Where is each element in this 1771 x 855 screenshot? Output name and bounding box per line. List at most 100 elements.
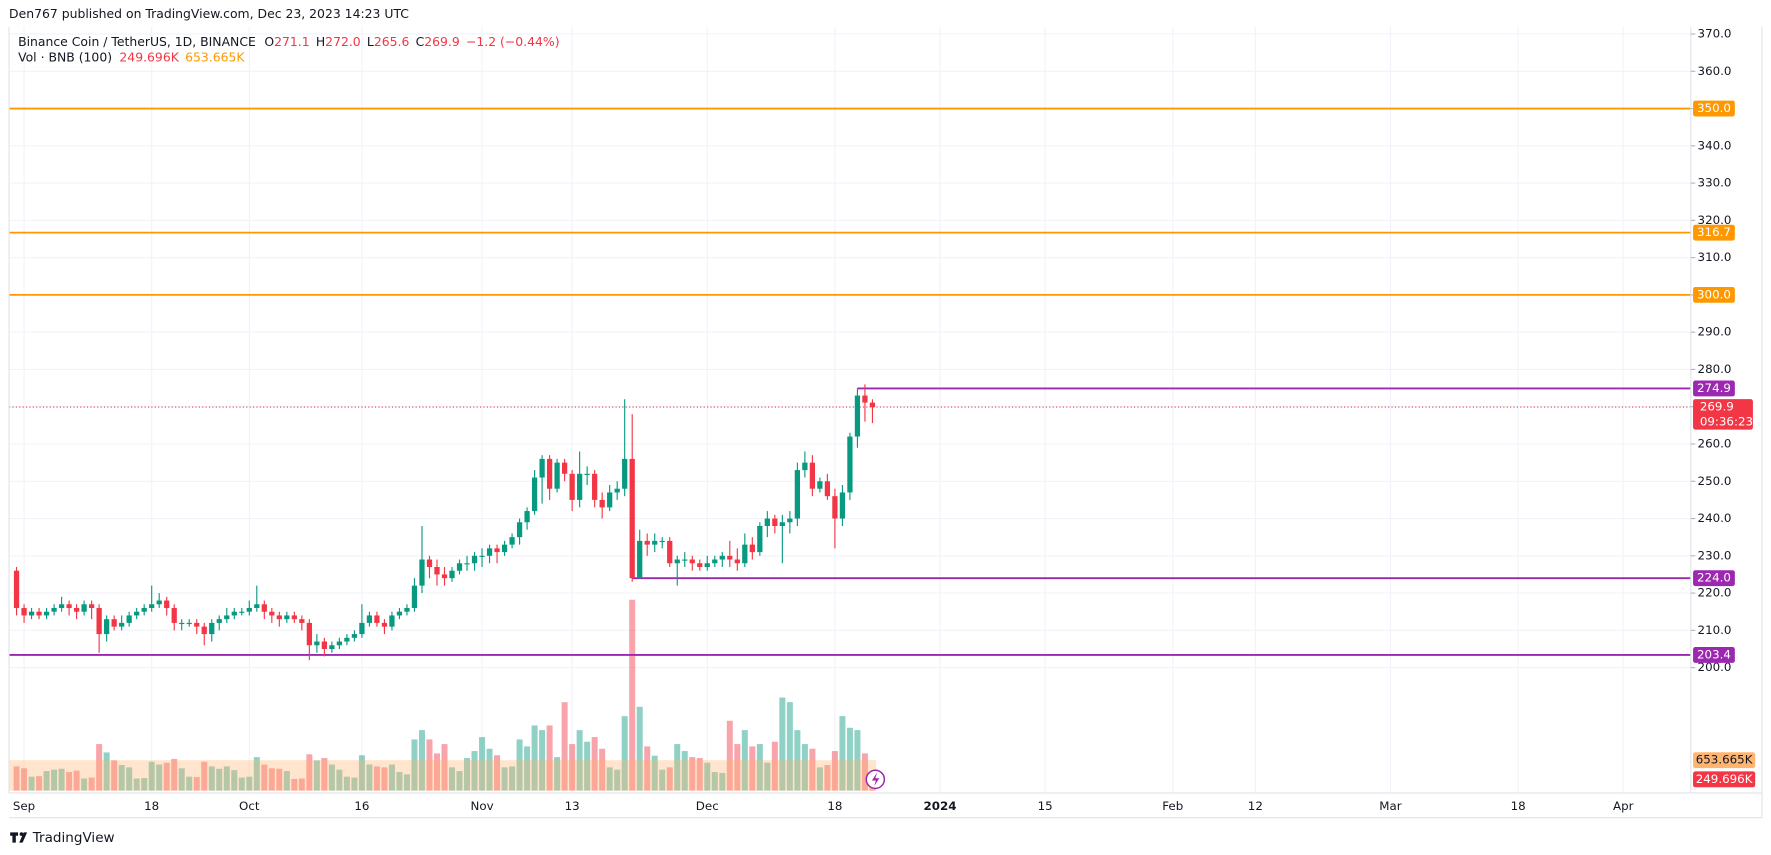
volume-bar [81,778,88,791]
volume-bar [163,762,170,791]
lightning-icon[interactable] [865,769,886,790]
x-tick-label: 12 [1248,799,1263,813]
volume-bar [764,762,771,791]
volume-bar [801,744,808,791]
volume-bar [861,753,868,791]
volume-bar [358,755,365,791]
candle-body [764,518,770,526]
volume-bar [441,744,448,791]
candle-body [817,481,823,489]
volume-bar [486,748,493,791]
candle-body [239,611,245,613]
candle-body [36,611,42,616]
volume-bar [726,720,733,791]
volume-bar [103,752,110,791]
volume-bar [666,767,673,791]
level-badge [1693,647,1735,663]
candle-body [156,600,162,605]
candle-body [396,611,403,616]
candle-body [336,641,343,646]
candle-body [742,544,748,564]
candle-body [88,604,95,608]
candle-body [329,645,335,649]
volume-bar [839,716,846,791]
candle-body [284,615,290,620]
y-tick-label: 230.0 [1698,548,1732,562]
volume-bar [449,767,456,791]
levels [9,107,1691,656]
volume-ma-badge [1693,752,1756,769]
volume-bar [418,730,425,791]
volume-bar [644,746,651,791]
candle-body [164,600,170,608]
volume-bar [621,716,628,791]
x-tick-label: 18 [827,799,842,813]
volume-bar [846,727,853,791]
candles [13,384,876,661]
candle-body [441,574,448,579]
volume-bar [696,758,703,791]
candle-body [464,563,470,565]
candle-body [546,458,553,489]
candle-body [141,607,147,612]
candle-body [607,492,613,508]
volume-bar [501,767,508,791]
candle-body [689,559,695,564]
volume-bar [261,764,268,791]
candle-body [667,540,673,564]
volume-bar [253,757,260,791]
volume-bar [479,737,486,791]
volume-bar [43,771,50,791]
candle-body [712,559,718,564]
volume-bar [231,770,238,791]
volume-bar [133,778,140,791]
volume-bar [681,751,688,791]
volume-bar [216,768,223,791]
candle-body [246,607,252,612]
volume-bar [306,754,313,791]
candle-body [216,619,222,623]
volume-bar [186,776,193,791]
volume-bar [494,755,501,791]
y-tick-label: 360.0 [1698,64,1732,78]
candle-body [419,559,425,586]
candle-body [622,458,628,489]
candle-body [509,537,515,545]
volume-bar [524,746,531,791]
candle-body [134,611,140,616]
volume-bar [381,767,388,791]
candle-body [13,570,20,608]
candle-body [186,622,192,625]
volume-bar [321,758,328,791]
candle-body [381,622,388,627]
candle-body [96,607,102,635]
volume-bar [171,758,178,791]
y-tick-label: 200.0 [1698,660,1732,674]
volume-bar [516,739,523,791]
candle-body [344,637,350,642]
candle-body [66,604,72,608]
candle-body [599,499,605,508]
volume-bar [659,769,666,791]
volume-bar [749,746,756,791]
volume-bar [396,771,403,791]
x-tick-label: Dec [696,799,719,813]
candle-body [839,492,846,519]
y-tick-label: 320.0 [1698,213,1732,227]
candle-body [682,559,688,561]
candle-body [524,511,530,523]
candle-body [614,488,620,493]
candle-body [404,607,410,612]
level-label: 274.9 [1697,381,1731,395]
volume-bar [591,737,598,791]
candle-body [832,496,838,519]
l-label: L [367,33,374,48]
volume-bar [201,761,208,791]
candle-body [359,622,365,635]
x-tick-label: 18 [1511,799,1526,813]
y-tick-label: 240.0 [1698,511,1732,525]
candle-body [854,395,861,437]
icon-bolt[interactable] [871,772,880,787]
candle-body [516,522,523,538]
y-tick-label: 260.0 [1698,436,1732,450]
